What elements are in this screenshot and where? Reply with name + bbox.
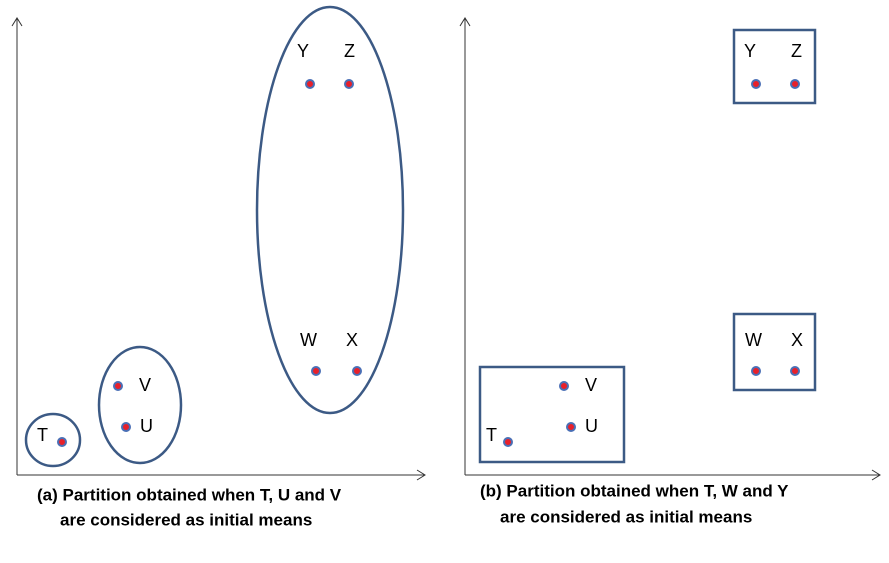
point-label: V — [585, 375, 597, 395]
point — [352, 366, 362, 376]
point-label: T — [37, 425, 48, 445]
point-label: U — [140, 416, 153, 436]
cluster — [478, 365, 626, 464]
point-label: Z — [791, 41, 802, 61]
cluster — [97, 345, 183, 465]
point-label: Y — [744, 41, 756, 61]
point — [566, 422, 576, 432]
point-label: V — [139, 375, 151, 395]
point — [790, 366, 800, 376]
point-label: W — [745, 330, 762, 350]
point-label: Y — [297, 41, 309, 61]
point-label: U — [585, 416, 598, 436]
point — [559, 381, 569, 391]
caption: (a) Partition obtained when T, U and V — [37, 485, 342, 504]
point — [311, 366, 321, 376]
point — [790, 79, 800, 89]
point-label: X — [791, 330, 803, 350]
point-label: Z — [344, 41, 355, 61]
point — [344, 79, 354, 89]
point-label: W — [300, 330, 317, 350]
point — [121, 422, 131, 432]
cluster — [732, 312, 817, 392]
panel-b: T U V W X Y Z (b) Partition obtained whe… — [459, 17, 881, 526]
axes — [11, 17, 426, 481]
caption: (b) Partition obtained when T, W and Y — [480, 481, 789, 500]
cluster — [255, 5, 405, 415]
point — [305, 79, 315, 89]
panel-a: T U V W X Y Z (a) Partition obtained whe… — [11, 5, 426, 529]
cluster — [732, 28, 817, 105]
point — [751, 79, 761, 89]
point-label: X — [346, 330, 358, 350]
point — [113, 381, 123, 391]
point — [503, 437, 513, 447]
caption: are considered as initial means — [60, 510, 312, 529]
point — [57, 437, 67, 447]
caption: are considered as initial means — [500, 507, 752, 526]
point-label: T — [486, 425, 497, 445]
axes — [459, 17, 881, 481]
point — [751, 366, 761, 376]
cluster — [24, 412, 82, 468]
